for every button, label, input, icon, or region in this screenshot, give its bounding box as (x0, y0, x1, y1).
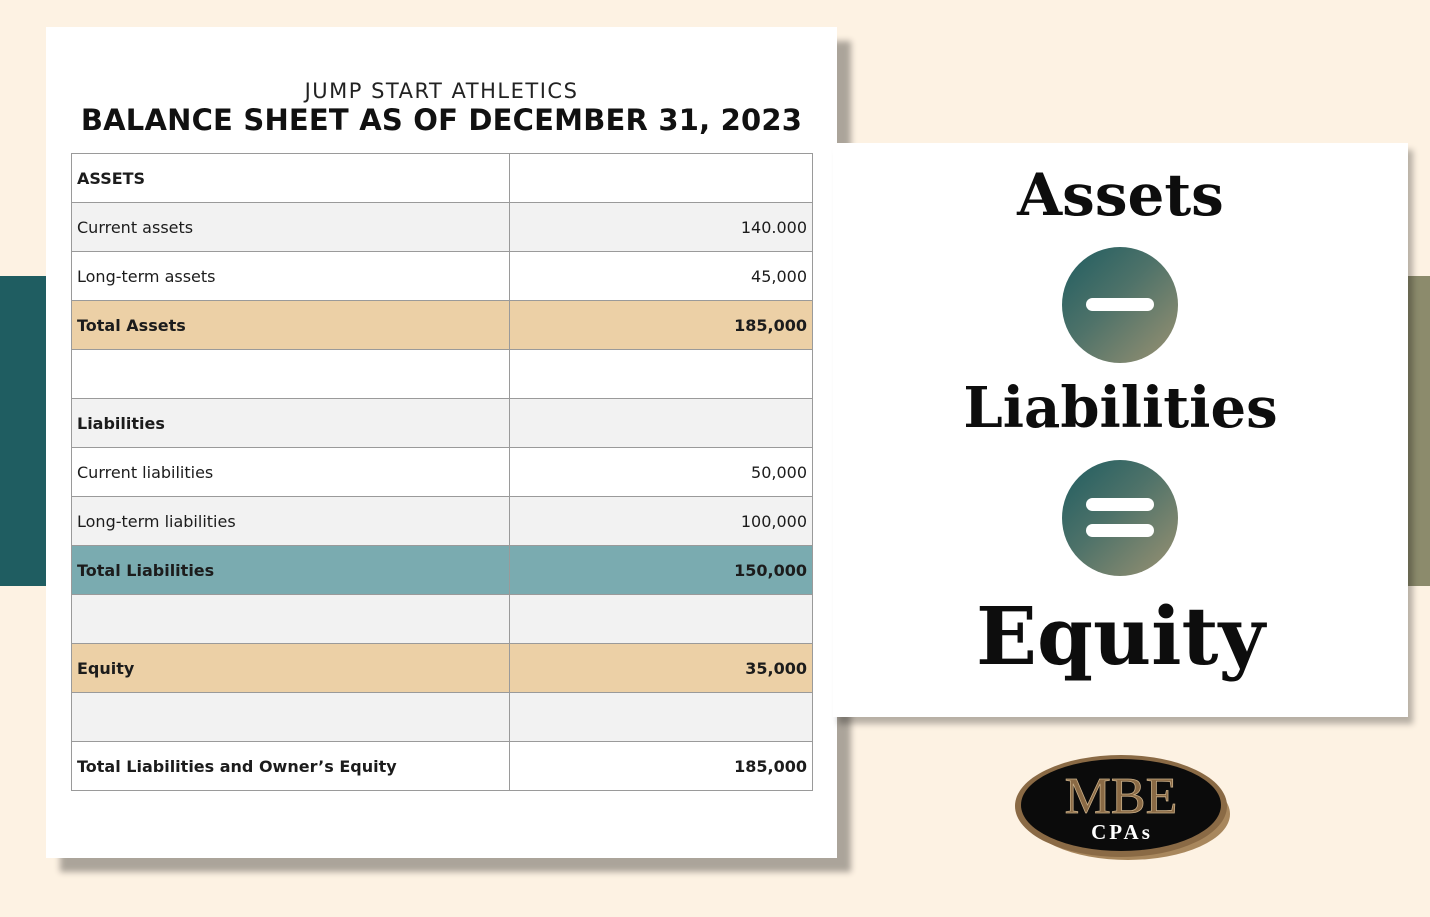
table-row-total-assets: Total Assets 185,000 (71, 300, 813, 350)
row-label: Current assets (71, 202, 510, 252)
balance-sheet-title: BALANCE SHEET AS OF DECEMBER 31, 2023 (80, 103, 803, 137)
mbe-cpas-logo: MBE CPAs (1015, 755, 1230, 860)
accounting-equation-card: Assets Liabilities Equity (833, 143, 1408, 717)
row-label (71, 349, 510, 399)
row-amount: 100,000 (509, 496, 813, 546)
row-amount (509, 594, 813, 644)
row-amount (509, 349, 813, 399)
table-row: Long-term assets 45,000 (71, 251, 813, 301)
equals-icon (1062, 460, 1178, 576)
row-amount: 35,000 (509, 643, 813, 693)
equation-term-liabilities: Liabilities (963, 375, 1278, 441)
table-row-grand-total: Total Liabilities and Owner’s Equity 185… (71, 741, 813, 791)
row-amount: 140.000 (509, 202, 813, 252)
table-row-empty (71, 692, 813, 742)
table-row-equity: Equity 35,000 (71, 643, 813, 693)
table-row: Current liabilities 50,000 (71, 447, 813, 497)
row-amount (509, 398, 813, 448)
row-amount (509, 153, 813, 203)
table-row-empty (71, 594, 813, 644)
row-label (71, 692, 510, 742)
equation-term-assets: Assets (1017, 161, 1224, 229)
row-amount (509, 692, 813, 742)
minus-icon (1062, 247, 1178, 363)
row-amount: 50,000 (509, 447, 813, 497)
row-label: Long-term assets (71, 251, 510, 301)
equation-term-equity: Equity (976, 589, 1265, 683)
table-row-total-liabilities: Total Liabilities 150,000 (71, 545, 813, 595)
logo-main-text: MBE (1065, 768, 1178, 825)
balance-sheet-table: ASSETS Current assets 140.000 Long-term … (71, 153, 813, 791)
row-amount: 185,000 (509, 300, 813, 350)
balance-sheet-document: JUMP START ATHLETICS BALANCE SHEET AS OF… (46, 27, 837, 858)
row-amount: 150,000 (509, 545, 813, 595)
row-label: Current liabilities (71, 447, 510, 497)
table-row: Current assets 140.000 (71, 202, 813, 252)
row-label: ASSETS (71, 153, 510, 203)
row-amount: 185,000 (509, 741, 813, 791)
table-row: Long-term liabilities 100,000 (71, 496, 813, 546)
row-label: Liabilities (71, 398, 510, 448)
table-row: Liabilities (71, 398, 813, 448)
row-label: Total Liabilities (71, 545, 510, 595)
table-row: ASSETS (71, 153, 813, 203)
row-label: Equity (71, 643, 510, 693)
row-amount: 45,000 (509, 251, 813, 301)
table-row-empty (71, 349, 813, 399)
right-accent-band (1408, 276, 1430, 586)
row-label: Total Liabilities and Owner’s Equity (71, 741, 510, 791)
row-label: Total Assets (71, 300, 510, 350)
row-label (71, 594, 510, 644)
left-accent-band (0, 276, 46, 586)
logo-sub-text: CPAs (1091, 820, 1153, 844)
row-label: Long-term liabilities (71, 496, 510, 546)
company-name: JUMP START ATHLETICS (304, 79, 579, 103)
